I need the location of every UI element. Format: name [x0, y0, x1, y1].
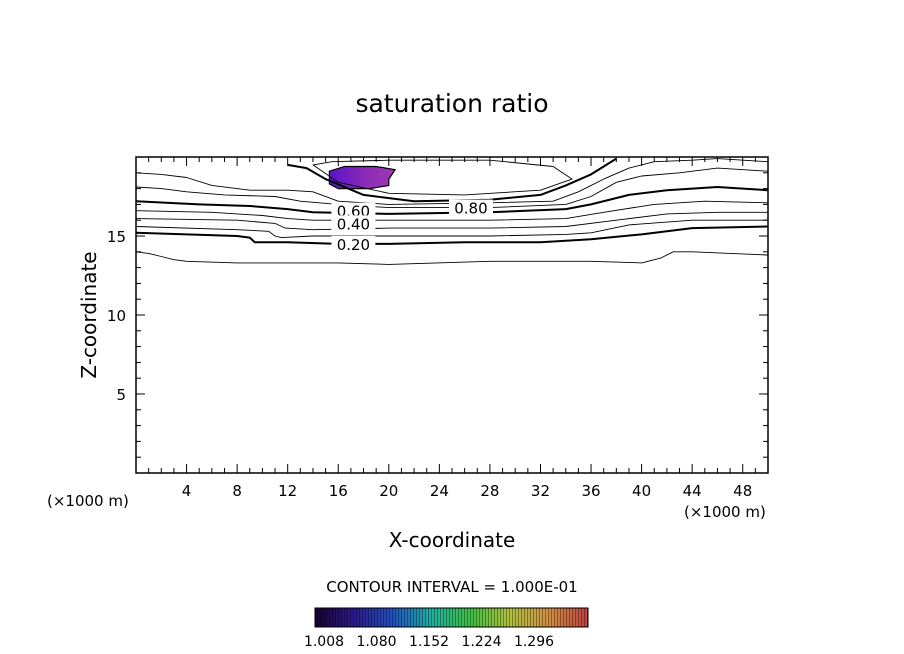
contour-label: 0.20	[337, 236, 370, 254]
y-tick-label: 15	[107, 228, 126, 246]
contour-line-0.3	[136, 219, 768, 239]
plot-area: 0.600.400.200.80	[136, 157, 768, 265]
contour-line-0.4	[136, 211, 768, 231]
x-tick-label: 48	[733, 482, 752, 500]
x-tick-label: 28	[480, 482, 499, 500]
contour-line-1	[312, 159, 573, 196]
contour-label: 0.40	[337, 215, 370, 233]
colorbar: 1.008 1.080 1.152 1.224 1.296	[304, 607, 589, 650]
y-axis: 5 10 15	[107, 172, 768, 458]
x-tick-label: 24	[430, 482, 449, 500]
supersaturated-region	[328, 165, 397, 190]
chart-title: saturation ratio	[355, 89, 548, 118]
y-tick-label: 10	[107, 307, 126, 325]
colorbar-label: 1.152	[409, 634, 449, 650]
y-tick-label: 5	[116, 386, 126, 404]
contour-line-0.7	[136, 167, 768, 209]
colorbar-label: 1.080	[356, 634, 396, 650]
x-tick-label: 44	[683, 482, 702, 500]
contour-label-bg	[331, 202, 376, 218]
colorbar-label: 1.008	[304, 634, 344, 650]
contour-interval-text: CONTOUR INTERVAL = 1.000E-01	[326, 578, 577, 596]
colorbar-frame	[314, 607, 589, 628]
x-tick-label: 16	[329, 482, 348, 500]
x-tick-label: 8	[232, 482, 242, 500]
x-tick-label: 40	[632, 482, 651, 500]
contour-label: 0.80	[454, 200, 487, 218]
y-axis-label: Z-coordinate	[77, 251, 101, 378]
x-tick-label: 4	[182, 482, 192, 500]
colorbar-label: 1.296	[514, 634, 554, 650]
x-tick-label: 36	[581, 482, 600, 500]
x-axis: 4 8 12 16 20 24 28 32 36 40 44 48	[148, 157, 756, 500]
x-tick-label: 32	[531, 482, 550, 500]
y-axis-unit: (×1000 m)	[47, 492, 129, 510]
contour-line-0.1	[136, 251, 768, 265]
contour-line-0.8	[136, 158, 768, 205]
contour-line-0.5	[136, 200, 768, 221]
contour-label-bg	[331, 235, 376, 251]
contour-label-bg	[448, 199, 493, 215]
x-axis-unit: (×1000 m)	[684, 503, 766, 521]
x-tick-label: 12	[278, 482, 297, 500]
x-axis-label: X-coordinate	[389, 528, 516, 552]
contour-label-bg	[331, 215, 376, 231]
colorbar-label: 1.224	[461, 634, 501, 650]
x-tick-label: 20	[379, 482, 398, 500]
colorbar-stripes	[315, 608, 588, 627]
